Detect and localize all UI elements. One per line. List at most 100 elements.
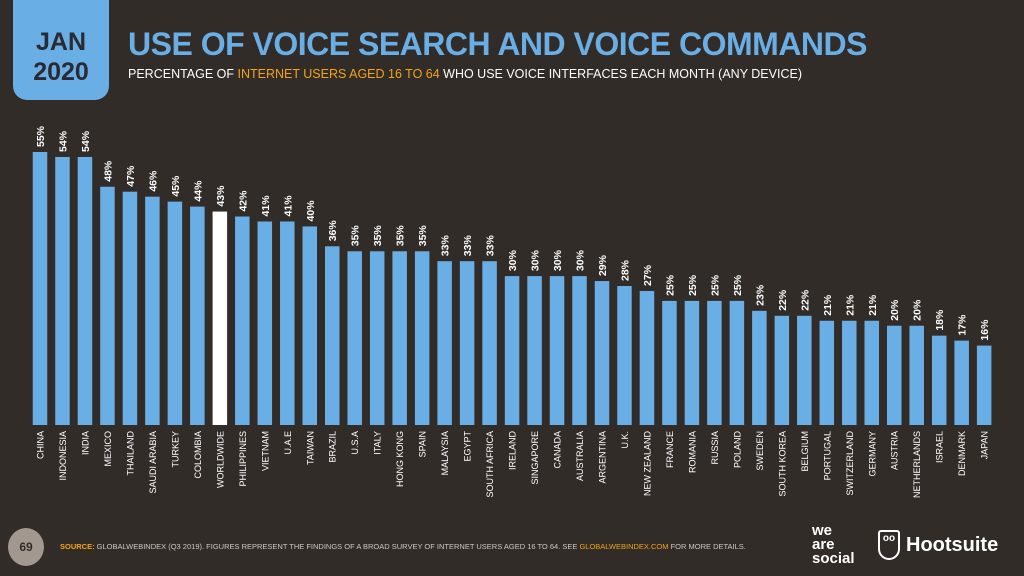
value-label: 41% — [260, 195, 272, 217]
value-label: 42% — [237, 190, 249, 212]
bar-indonesia — [55, 156, 70, 426]
value-label: 29% — [597, 254, 609, 276]
category-label: NEW ZEALAND — [642, 431, 652, 497]
owl-icon: oo — [878, 530, 900, 560]
bar-philippines — [235, 216, 250, 425]
category-label: DENMARK — [957, 431, 967, 476]
value-label: 20% — [889, 299, 901, 321]
bar-hong-kong — [392, 251, 407, 425]
category-label: NETHERLANDS — [912, 431, 922, 498]
bar-poland — [729, 300, 745, 425]
category-label: POLAND — [732, 431, 742, 469]
bar-brazil — [324, 246, 340, 425]
value-label: 54% — [57, 130, 69, 152]
value-label: 45% — [170, 175, 182, 197]
category-label: EGYPT — [463, 431, 473, 462]
category-label: U.S.A — [350, 431, 360, 455]
source-label: SOURCE: — [60, 542, 95, 551]
subtitle-highlight: INTERNET USERS AGED 16 TO 64 — [237, 67, 440, 81]
source-link[interactable]: GLOBALWEBINDEX.COM — [579, 542, 669, 551]
bar-new-zealand — [639, 290, 655, 425]
date-badge: JAN 2020 — [13, 0, 109, 100]
bar-spain — [414, 251, 430, 425]
category-label: MEXICO — [103, 431, 113, 467]
category-label: JAPAN — [980, 431, 990, 459]
category-label: SAUDI ARABIA — [148, 431, 158, 494]
category-label: INDONESIA — [58, 431, 68, 481]
bar-romania — [684, 300, 700, 425]
category-label: BELGIUM — [800, 431, 810, 472]
value-label: 35% — [350, 225, 362, 247]
bar-turkey — [167, 201, 183, 425]
bar-colombia — [190, 206, 205, 425]
subtitle-text-end: WHO USE VOICE INTERFACES EACH MONTH (ANY… — [439, 67, 802, 81]
value-label: 33% — [485, 235, 497, 257]
value-label: 43% — [215, 185, 227, 207]
value-label: 30% — [552, 249, 564, 271]
value-label: 21% — [844, 294, 856, 316]
value-label: 16% — [979, 319, 991, 341]
subtitle-text: PERCENTAGE OF — [128, 67, 238, 81]
value-label: 55% — [35, 125, 47, 147]
page-subtitle: PERCENTAGE OF INTERNET USERS AGED 16 TO … — [128, 67, 802, 81]
value-label: 25% — [709, 274, 721, 296]
bar-france — [662, 300, 677, 425]
bar-singapore — [527, 276, 542, 425]
category-label: AUSTRIA — [890, 431, 900, 470]
category-label: SOUTH AFRICA — [485, 431, 495, 498]
bar-taiwan — [302, 226, 318, 425]
value-label: 30% — [530, 249, 542, 271]
value-label: 35% — [372, 225, 384, 247]
bar-saudi-arabia — [145, 196, 160, 425]
value-label: 30% — [507, 249, 519, 271]
category-label: ARGENTINA — [598, 431, 608, 484]
bar-netherlands — [909, 325, 924, 425]
value-label: 28% — [619, 259, 631, 281]
category-label: ROMANIA — [687, 431, 697, 473]
bar-australia — [572, 276, 587, 425]
value-label: 54% — [80, 130, 92, 152]
value-label: 22% — [799, 289, 811, 311]
hootsuite-logo: oo Hootsuite — [878, 530, 998, 560]
bar-vietnam — [257, 221, 273, 425]
bar-south-africa — [482, 261, 497, 425]
value-label: 35% — [417, 225, 429, 247]
category-label: VIETNAM — [260, 431, 270, 471]
bar-thailand — [122, 191, 138, 425]
page-number: 69 — [8, 528, 44, 566]
category-label: PHILIPPINES — [238, 431, 248, 487]
value-label: 48% — [102, 160, 114, 182]
category-label: GERMANY — [867, 431, 877, 477]
bar-south-korea — [774, 315, 790, 425]
value-label: 30% — [575, 249, 587, 271]
category-label: FRANCE — [665, 431, 675, 468]
bar-russia — [707, 300, 722, 425]
page-title: USE OF VOICE SEARCH AND VOICE COMMANDS — [128, 26, 867, 62]
category-label: TAIWAN — [305, 431, 315, 465]
date-year: 2020 — [33, 58, 89, 86]
category-label: SOUTH KOREA — [777, 431, 787, 497]
value-label: 22% — [777, 289, 789, 311]
we-are-social-logo: we are social — [812, 522, 855, 567]
value-label: 18% — [934, 309, 946, 331]
category-label: SPAIN — [418, 431, 428, 457]
bar-sweden — [752, 310, 767, 425]
value-label: 21% — [822, 294, 834, 316]
bar-italy — [369, 251, 385, 425]
category-label: AUSTRALIA — [575, 431, 585, 481]
bar-egypt — [459, 261, 475, 425]
value-label: 21% — [867, 294, 879, 316]
value-label: 46% — [147, 170, 159, 192]
category-label: HONG KONG — [395, 431, 405, 487]
category-label: CANADA — [553, 431, 563, 469]
bar-canada — [549, 276, 565, 425]
category-label: U.A.E — [283, 431, 293, 455]
bar-worldwide — [212, 211, 228, 425]
value-label: 25% — [664, 274, 676, 296]
bar-denmark — [954, 340, 969, 425]
bar-u-k- — [617, 286, 632, 425]
value-label: 44% — [192, 180, 204, 202]
category-label: SWITZERLAND — [845, 431, 855, 496]
category-label: INDIA — [80, 431, 90, 455]
category-label: ITALY — [373, 431, 383, 455]
